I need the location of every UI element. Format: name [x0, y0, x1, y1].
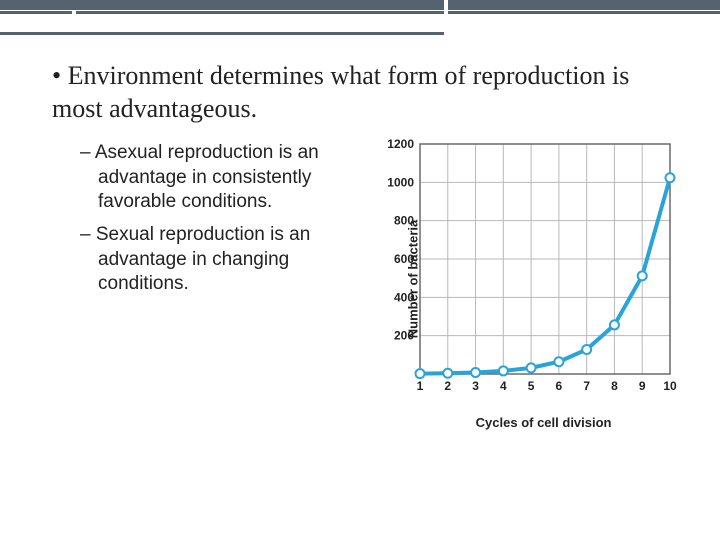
svg-text:1: 1 [417, 379, 424, 393]
sub-bullet: Asexual reproduction is an advantage in … [80, 141, 332, 215]
chart-y-axis-label: Number of bacteria [406, 220, 421, 338]
main-bullet: Environment determines what form of repr… [52, 60, 672, 125]
top-band [0, 0, 720, 42]
svg-text:3: 3 [472, 379, 479, 393]
bacteria-chart: Number of bacteria 200400600800100012001… [360, 134, 700, 424]
svg-text:10: 10 [663, 379, 677, 393]
slide: Environment determines what form of repr… [0, 0, 720, 540]
svg-text:4: 4 [500, 379, 507, 393]
sub-bullet: Sexual reproduction is an advantage in c… [80, 223, 332, 297]
svg-text:8: 8 [611, 379, 618, 393]
sub-bullet-list: Asexual reproduction is an advantage in … [52, 141, 332, 305]
svg-text:1000: 1000 [387, 175, 414, 189]
svg-text:5: 5 [528, 379, 535, 393]
svg-text:7: 7 [583, 379, 590, 393]
svg-text:1200: 1200 [387, 137, 414, 151]
svg-text:2: 2 [444, 379, 451, 393]
svg-text:6: 6 [556, 379, 563, 393]
svg-text:9: 9 [639, 379, 646, 393]
chart-x-axis-label: Cycles of cell division [476, 415, 612, 430]
